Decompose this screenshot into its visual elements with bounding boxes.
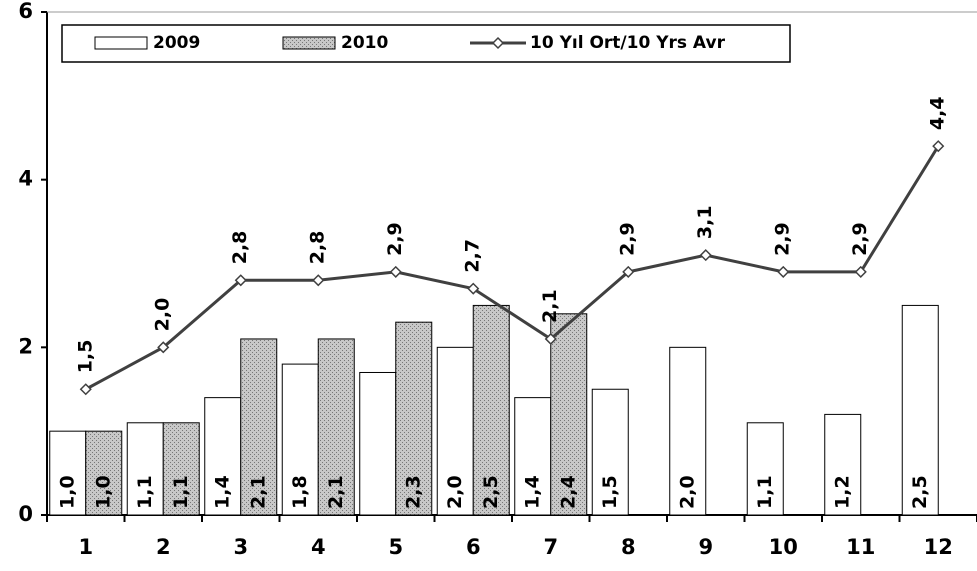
y-tick-label: 2 (18, 334, 33, 358)
line-value-label: 2,8 (307, 231, 329, 265)
legend-box (61, 24, 791, 63)
line-marker (777, 265, 790, 278)
line-marker (234, 274, 247, 287)
line-marker (854, 265, 867, 278)
line-value-label: 2,1 (539, 289, 561, 323)
x-tick-label: 6 (466, 535, 481, 559)
bar (162, 422, 200, 516)
x-tick-label: 2 (156, 535, 171, 559)
bar (901, 304, 939, 516)
x-tick-label: 11 (846, 535, 875, 559)
line-marker (622, 265, 635, 278)
bar-value-label: 1,1 (134, 475, 156, 509)
x-tick-label: 10 (769, 535, 798, 559)
legend-marker (491, 36, 505, 50)
legend-label: 2010 (341, 33, 388, 53)
bar (49, 430, 87, 516)
line-marker (79, 383, 92, 396)
bar (317, 338, 355, 516)
line-marker (157, 341, 170, 354)
bar-value-label: 2,5 (480, 475, 502, 509)
bar (359, 371, 397, 516)
bar (472, 304, 510, 516)
bar (550, 313, 588, 516)
y-tick-label: 4 (18, 167, 33, 191)
bar-value-label: 1,4 (211, 475, 233, 509)
line-value-label: 2,9 (772, 222, 794, 256)
line-value-label: 2,9 (849, 222, 871, 256)
x-tick-label: 8 (621, 535, 636, 559)
bar-value-label: 2,4 (557, 475, 579, 509)
bar-value-label: 1,1 (170, 475, 192, 509)
line-value-label: 4,4 (927, 96, 949, 130)
bar-value-label: 2,0 (444, 475, 466, 509)
line-value-label: 2,7 (462, 239, 484, 273)
bar (126, 422, 164, 516)
x-tick-label: 1 (78, 535, 93, 559)
line-value-label: 2,9 (384, 222, 406, 256)
bar-value-label: 2,5 (909, 475, 931, 509)
bar-value-label: 1,1 (754, 475, 776, 509)
bar-value-label: 1,2 (831, 475, 853, 509)
y-tick-label: 0 (18, 502, 33, 526)
x-tick-label: 3 (233, 535, 248, 559)
bar (281, 363, 319, 516)
bar (669, 346, 707, 516)
legend-swatch (94, 36, 148, 50)
x-tick-label: 7 (543, 535, 558, 559)
line-marker (699, 249, 712, 262)
line-marker (467, 282, 480, 295)
line-value-label: 2,0 (152, 298, 174, 332)
line-value-label: 1,5 (74, 340, 96, 374)
bar (85, 430, 123, 516)
bar (746, 422, 784, 516)
x-tick-label: 5 (388, 535, 403, 559)
line-marker (544, 332, 557, 346)
bar (204, 397, 242, 516)
line (85, 145, 940, 391)
x-tick-label: 4 (311, 535, 326, 559)
bar (591, 388, 629, 516)
legend-label: 2009 (153, 33, 200, 53)
line-marker (312, 274, 325, 287)
bar-value-label: 2,1 (325, 475, 347, 509)
bar-value-label: 1,5 (599, 475, 621, 509)
y-tick-label: 6 (18, 0, 33, 23)
line-marker (389, 265, 402, 278)
line-value-label: 2,8 (229, 231, 251, 265)
bar (514, 397, 552, 516)
bar-value-label: 2,1 (247, 475, 269, 509)
legend-label: 10 Yıl Ort/10 Yrs Avr (530, 33, 726, 53)
x-tick-label: 9 (698, 535, 713, 559)
bar (824, 413, 862, 516)
bar-value-label: 2,0 (676, 475, 698, 509)
bar (436, 346, 474, 516)
bar-value-label: 2,3 (402, 475, 424, 509)
legend-swatch (282, 36, 336, 50)
bar (395, 321, 433, 516)
bar (240, 338, 278, 516)
line-value-label: 2,9 (617, 222, 639, 256)
line-value-label: 3,1 (694, 205, 716, 239)
bar-value-label: 1,4 (521, 475, 543, 509)
bar-value-label: 1,8 (289, 475, 311, 509)
bar-value-label: 1,0 (56, 475, 78, 509)
x-tick-label: 12 (924, 535, 953, 559)
bar-value-label: 1,0 (92, 475, 114, 509)
line-marker (932, 140, 945, 153)
